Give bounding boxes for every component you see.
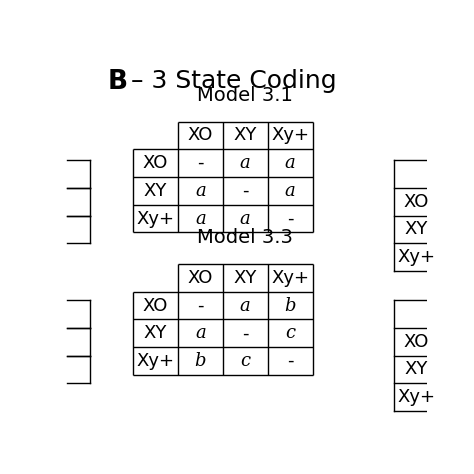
Text: XY: XY [234,269,257,287]
Text: XO: XO [143,297,168,315]
Text: -: - [242,182,248,200]
Text: XY: XY [405,220,428,238]
Text: a: a [240,210,251,228]
Text: a: a [285,154,296,172]
Text: a: a [240,154,251,172]
Text: a: a [195,210,206,228]
Text: XO: XO [188,269,213,287]
Text: Model 3.1: Model 3.1 [197,86,293,105]
Text: a: a [240,297,251,315]
Text: Xy+: Xy+ [271,127,309,145]
Text: c: c [285,324,295,342]
Text: XO: XO [404,192,429,210]
Text: XY: XY [405,361,428,379]
Text: a: a [195,324,206,342]
Text: XY: XY [144,324,167,342]
Text: a: a [195,182,206,200]
Text: Xy+: Xy+ [398,388,436,406]
Text: XY: XY [144,182,167,200]
Text: -: - [287,352,293,370]
Text: b: b [194,352,206,370]
Text: – 3 State Coding: – 3 State Coding [123,69,337,93]
Text: B: B [107,69,128,95]
Text: c: c [240,352,250,370]
Text: -: - [197,297,203,315]
Text: Xy+: Xy+ [271,269,309,287]
Text: a: a [285,182,296,200]
Text: -: - [197,154,203,172]
Text: XO: XO [404,333,429,351]
Text: Xy+: Xy+ [398,248,436,266]
Text: XO: XO [143,154,168,172]
Text: Xy+: Xy+ [137,210,174,228]
Text: Xy+: Xy+ [137,352,174,370]
Text: Model 3.3: Model 3.3 [197,228,293,247]
Text: b: b [284,297,296,315]
Text: XO: XO [188,127,213,145]
Text: XY: XY [234,127,257,145]
Text: -: - [287,210,293,228]
Text: -: - [242,324,248,342]
